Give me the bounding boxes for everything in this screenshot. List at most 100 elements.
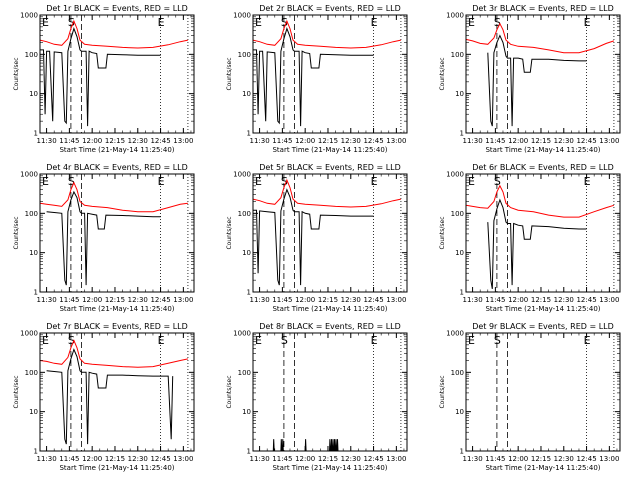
x-tick-label: 12:30 — [341, 296, 361, 304]
x-axis-label: Start Time (21-May-14 11:25:40) — [485, 464, 600, 472]
event-marker-label: E — [584, 175, 591, 188]
y-tick-label: 1000 — [446, 330, 464, 338]
x-axis-label: Start Time (21-May-14 11:25:40) — [59, 146, 174, 154]
series-line-events — [253, 27, 374, 127]
y-tick-label: 1000 — [233, 330, 251, 338]
event-marker-label: S — [68, 334, 75, 347]
event-marker-label: E — [371, 175, 378, 188]
x-tick-label: 11:30 — [36, 137, 56, 145]
series-line-lld — [465, 22, 615, 54]
x-axis-label: Start Time (21-May-14 11:25:40) — [485, 146, 600, 154]
y-tick-label: 10 — [242, 408, 251, 416]
y-axis-label: Counts/sec — [226, 216, 233, 249]
x-tick-label: 13:00 — [173, 137, 193, 145]
plot-frame — [252, 14, 408, 134]
y-tick-label: 1000 — [20, 12, 38, 20]
event-marker-label: E — [371, 16, 378, 29]
x-tick-label: 11:45 — [485, 455, 505, 463]
chart-title: Det 5r BLACK = Events, RED = LLD — [259, 163, 401, 172]
x-tick-label: 12:45 — [363, 455, 383, 463]
x-tick-label: 11:30 — [36, 296, 56, 304]
x-tick-label: 11:45 — [272, 137, 292, 145]
x-tick-label: 11:30 — [462, 296, 482, 304]
plot-frame — [465, 14, 621, 134]
plot-frame — [465, 332, 621, 452]
x-tick-label: 11:45 — [59, 296, 79, 304]
chart-panel-7: Det 7r BLACK = Events, RED = LLD E S E 1 10 10… — [13, 322, 195, 472]
x-tick-label: 12:30 — [554, 296, 574, 304]
y-tick-label: 1000 — [446, 171, 464, 179]
y-tick-label: 1000 — [446, 12, 464, 20]
x-tick-label: 12:30 — [341, 455, 361, 463]
x-axis-label: Start Time (21-May-14 11:25:40) — [272, 305, 387, 313]
x-tick-label: 12:00 — [82, 296, 102, 304]
chart-title: Det 2r BLACK = Events, RED = LLD — [259, 4, 401, 13]
x-tick-label: 13:00 — [173, 455, 193, 463]
event-marker-label: S — [68, 175, 75, 188]
y-tick-label: 1 — [34, 130, 38, 138]
x-tick-label: 13:00 — [173, 296, 193, 304]
y-tick-label: 1000 — [20, 171, 38, 179]
x-tick-label: 12:45 — [576, 137, 596, 145]
x-tick-label: 12:00 — [508, 296, 528, 304]
x-tick-label: 12:00 — [508, 455, 528, 463]
event-marker-label: E — [42, 334, 49, 347]
event-marker-label: S — [494, 175, 501, 188]
series-line-events — [46, 348, 174, 445]
x-tick-label: 12:45 — [576, 296, 596, 304]
plot-frame — [252, 332, 408, 452]
chart-title: Det 3r BLACK = Events, RED = LLD — [472, 4, 614, 13]
x-tick-label: 11:45 — [485, 296, 505, 304]
y-tick-label: 100 — [238, 369, 251, 377]
x-tick-label: 12:15 — [531, 455, 551, 463]
y-tick-label: 1 — [34, 448, 38, 456]
y-axis-label: Counts/sec — [226, 375, 233, 408]
series-line-lld — [39, 181, 188, 213]
y-tick-label: 1 — [460, 130, 464, 138]
x-tick-label: 12:15 — [531, 296, 551, 304]
chart-panel-4: Det 4r BLACK = Events, RED = LLD E S E 1 10 10… — [13, 163, 195, 313]
event-marker-label: E — [584, 16, 591, 29]
x-tick-label: 13:00 — [599, 296, 619, 304]
event-marker-label: S — [281, 175, 288, 188]
x-tick-label: 11:30 — [249, 455, 269, 463]
chart-title: Det 6r BLACK = Events, RED = LLD — [472, 163, 614, 172]
y-tick-label: 100 — [451, 210, 464, 218]
x-tick-label: 11:30 — [249, 296, 269, 304]
x-axis-label: Start Time (21-May-14 11:25:40) — [59, 464, 174, 472]
y-tick-label: 1 — [247, 448, 251, 456]
y-tick-label: 1 — [247, 130, 251, 138]
x-axis-label: Start Time (21-May-14 11:25:40) — [59, 305, 174, 313]
plot-frame — [465, 173, 621, 293]
x-tick-label: 12:30 — [128, 296, 148, 304]
event-marker-label: E — [158, 334, 165, 347]
event-marker-label: E — [468, 16, 475, 29]
event-marker-label: E — [42, 175, 49, 188]
x-tick-label: 12:30 — [128, 455, 148, 463]
x-tick-label: 11:45 — [59, 137, 79, 145]
x-tick-label: 13:00 — [599, 137, 619, 145]
x-tick-label: 11:45 — [272, 296, 292, 304]
x-tick-label: 11:30 — [36, 455, 56, 463]
x-tick-label: 12:45 — [576, 455, 596, 463]
x-tick-label: 13:00 — [386, 455, 406, 463]
x-tick-label: 12:00 — [82, 137, 102, 145]
series-line-lld — [39, 19, 189, 49]
y-tick-label: 100 — [238, 210, 251, 218]
x-tick-label: 12:30 — [128, 137, 148, 145]
x-tick-label: 12:30 — [554, 137, 574, 145]
x-tick-label: 11:30 — [249, 137, 269, 145]
plot-frame — [252, 173, 408, 293]
y-axis-label: Counts/sec — [13, 375, 20, 408]
x-tick-label: 12:00 — [508, 137, 528, 145]
y-tick-label: 10 — [242, 249, 251, 257]
x-tick-label: 12:00 — [82, 455, 102, 463]
x-tick-label: 12:15 — [105, 137, 125, 145]
x-tick-label: 12:45 — [363, 137, 383, 145]
x-tick-label: 12:30 — [341, 137, 361, 145]
x-tick-label: 12:00 — [295, 455, 315, 463]
x-tick-label: 11:45 — [485, 137, 505, 145]
chart-panel-1: Det 1r BLACK = Events, RED = LLD E S E 1 10 10… — [13, 4, 195, 154]
plot-frame — [39, 332, 195, 452]
